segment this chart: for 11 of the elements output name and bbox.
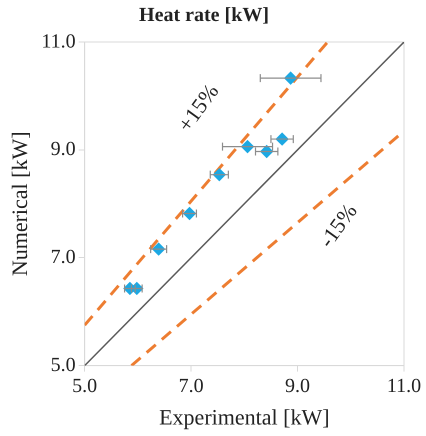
x-axis-title: Experimental [kW] [159, 404, 330, 430]
y-tick-label: 9.0 [50, 138, 76, 160]
x-tick-label: 11.0 [386, 374, 422, 397]
x-tick-label: 5.0 [72, 374, 98, 397]
y-tick-label: 11.0 [41, 30, 76, 52]
x-tick-label: 7.0 [178, 374, 204, 397]
y-axis-title: Numerical [kW] [6, 131, 32, 276]
y-tick-label: 5.0 [50, 354, 76, 376]
y-tick-label: 7.0 [50, 246, 76, 268]
chart-title: Heat rate [kW] [139, 4, 269, 26]
x-tick-label: 9.0 [285, 374, 310, 397]
